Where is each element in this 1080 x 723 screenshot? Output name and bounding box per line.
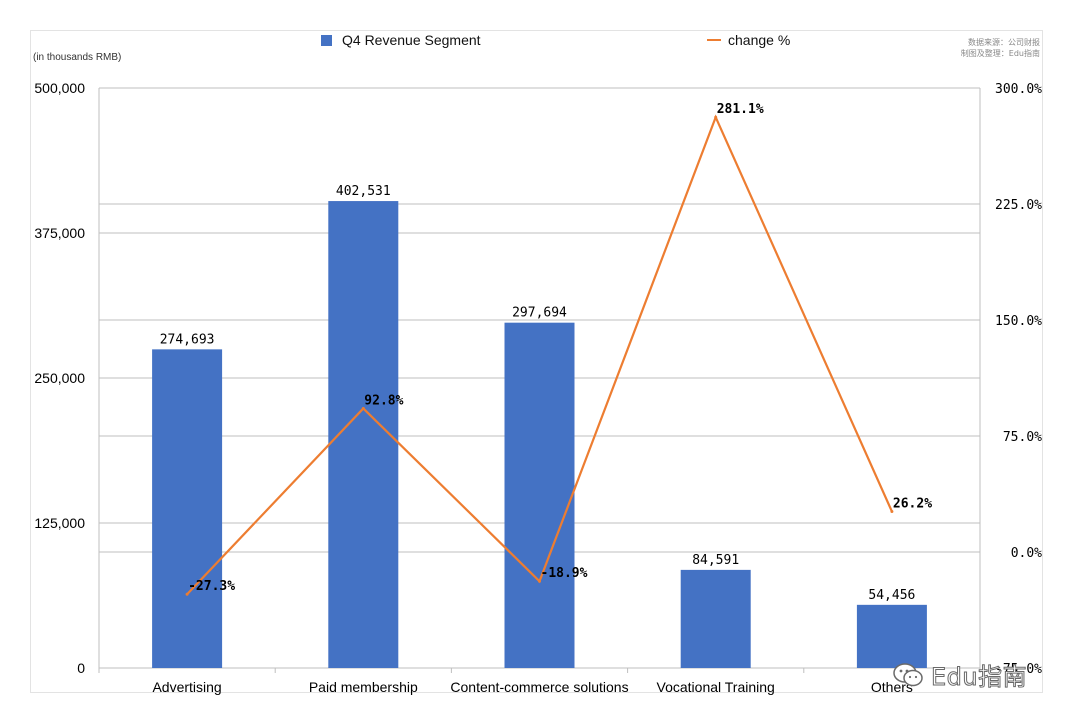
watermark: Edu指南	[893, 657, 1027, 692]
change-point-2	[538, 579, 541, 583]
bar-4	[856, 604, 927, 668]
change-point-3	[714, 115, 718, 119]
bar-value-label-3: 84,591	[692, 553, 739, 568]
chart-frame	[30, 30, 1043, 693]
category-label-4: Others	[871, 679, 913, 695]
y-left-tick-label: 125,000	[34, 515, 85, 531]
change-value-label-3: 281.1%	[717, 102, 764, 117]
y-right-tick-label: 150.0%	[995, 314, 1042, 329]
y-left-tick-label: 500,000	[34, 80, 85, 96]
change-point-0	[185, 592, 189, 596]
category-label-1: Paid membership	[309, 679, 418, 695]
y-right-tick-label: 225.0%	[995, 198, 1042, 213]
y-right-tick-label: 75.0%	[1003, 430, 1042, 445]
bar-3	[680, 569, 751, 668]
legend-label-change: change %	[728, 32, 791, 48]
y-right-tick-label: 300.0%	[995, 82, 1042, 97]
y-left-tick-label: 250,000	[34, 370, 85, 386]
legend-item-change: change %	[707, 32, 790, 48]
legend-bar-swatch	[321, 34, 332, 46]
change-point-1	[361, 406, 365, 410]
bar-value-label-2: 297,694	[512, 306, 567, 321]
legend-item-revenue: Q4 Revenue Segment	[321, 32, 481, 48]
y-right-tick-label: 0.0%	[1011, 546, 1042, 561]
chart-legend: Q4 Revenue Segment change %	[0, 30, 1080, 52]
bar-value-label-4: 54,456	[868, 588, 915, 603]
change-point-4	[890, 509, 894, 513]
change-value-label-2: -18.9%	[541, 566, 588, 581]
watermark-text: Edu指南	[930, 663, 1028, 692]
bar-value-label-1: 402,531	[336, 184, 391, 199]
y-left-tick-label: 0	[77, 660, 85, 676]
source-note-line-1: 数据来源：公司财报	[968, 38, 1040, 47]
wechat-icon	[893, 662, 923, 686]
change-value-label-0: -27.3%	[188, 579, 235, 594]
legend-label-revenue: Q4 Revenue Segment	[342, 32, 481, 48]
bar-value-label-0: 274,693	[160, 332, 215, 347]
category-label-2: Content-commerce solutions	[450, 679, 628, 695]
source-note: 数据来源：公司财报 制图及整理：Edu指南	[961, 37, 1040, 59]
category-label-0: Advertising	[152, 679, 221, 695]
source-note-line-2: 制图及整理：Edu指南	[960, 49, 1040, 58]
legend-line-swatch	[707, 39, 721, 41]
change-value-label-1: 92.8%	[364, 393, 403, 408]
category-label-3: Vocational Training	[657, 679, 775, 695]
bar-0	[152, 349, 223, 668]
y-right-tick-label: -75.0%	[995, 662, 1042, 677]
bar-2	[504, 322, 575, 668]
change-value-label-4: 26.2%	[893, 496, 932, 511]
y-left-tick-label: 375,000	[34, 225, 85, 241]
unit-note: (in thousands RMB)	[33, 52, 122, 63]
